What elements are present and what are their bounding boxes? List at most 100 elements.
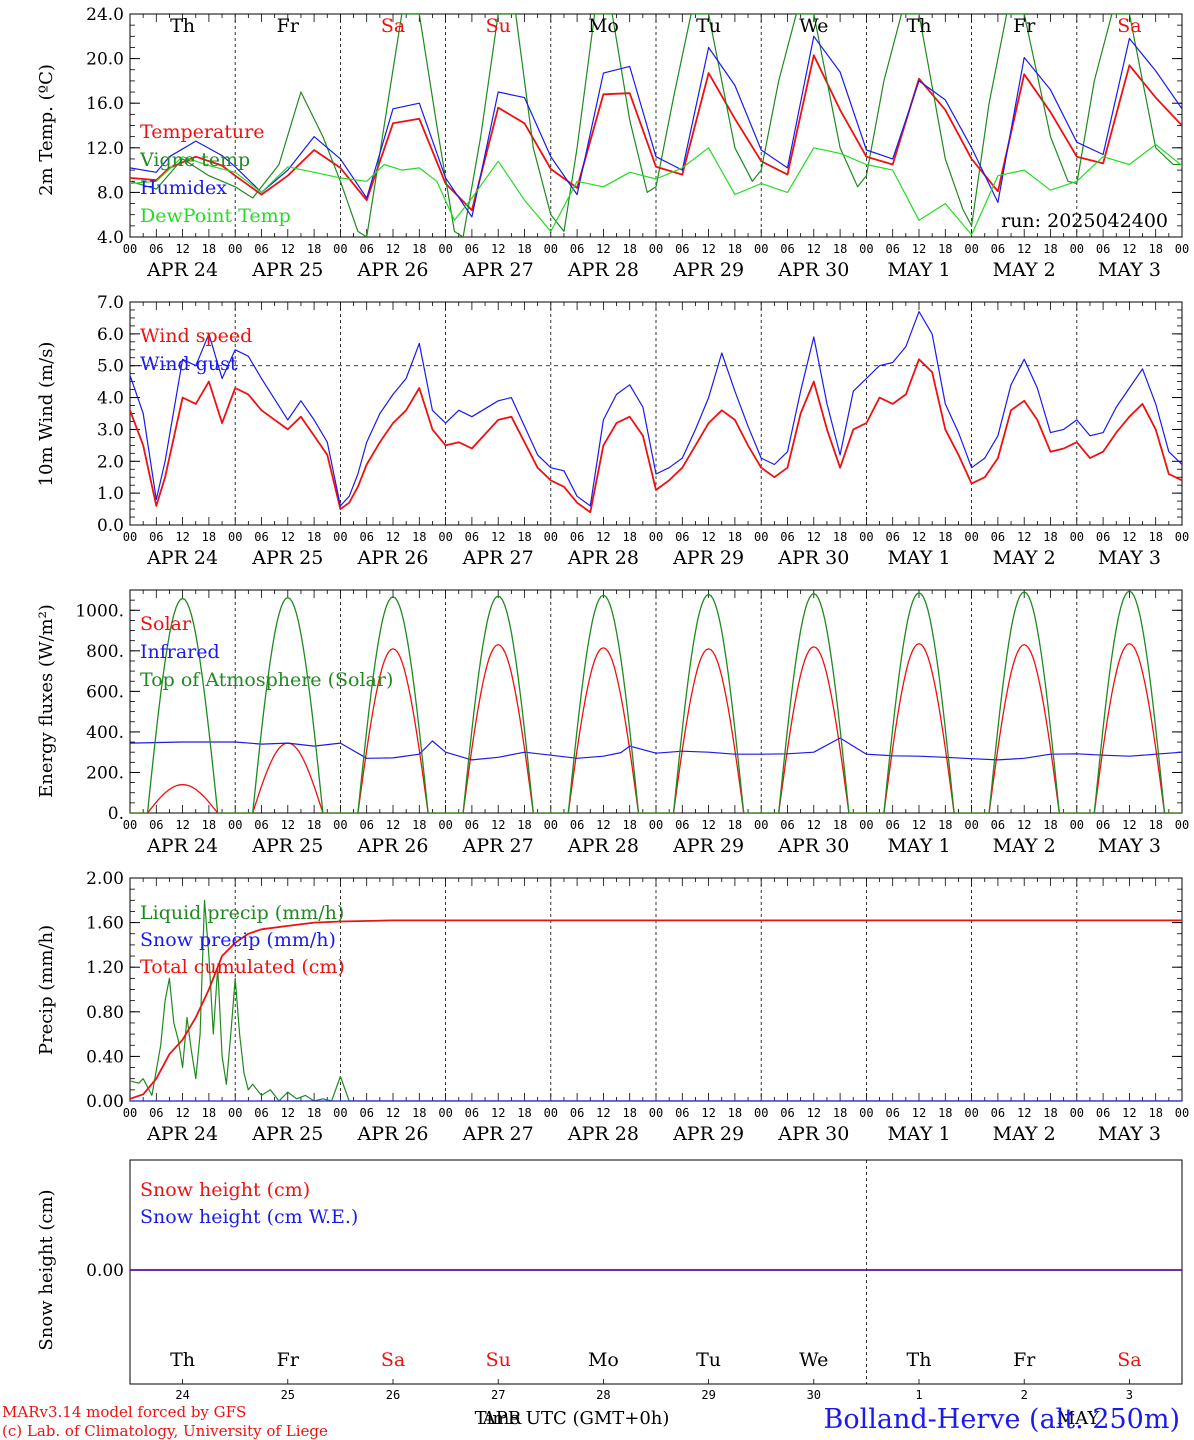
hour-tick-label: 06 <box>991 242 1005 256</box>
series-line-vigne-temp <box>130 14 1182 237</box>
weekday-label: Tu <box>696 1349 721 1371</box>
hour-tick-label: 12 <box>596 530 610 544</box>
hour-tick-label: 00 <box>333 530 347 544</box>
hour-tick-label: 18 <box>938 242 952 256</box>
plot-text: 00 06 12 18 APR 24 00 06 12 18 APR 25 00 06 12 18 APR … <box>36 5 1189 1402</box>
run-label: run: 2025042400 <box>1001 210 1168 232</box>
day-number-label: 1 <box>915 1388 922 1402</box>
hour-tick-label: 00 <box>964 530 978 544</box>
hour-tick-label: 06 <box>254 242 268 256</box>
hour-tick-label: 18 <box>938 1106 952 1120</box>
hour-tick-label: 06 <box>675 1106 689 1120</box>
hour-tick-label: 00 <box>123 530 137 544</box>
hour-tick-label: 00 <box>964 818 978 832</box>
hour-tick-label: 18 <box>412 242 426 256</box>
hour-tick-label: 00 <box>228 1106 242 1120</box>
hour-tick-label: 00 <box>333 1106 347 1120</box>
date-label: APR 28 <box>567 259 639 281</box>
hour-tick-label: 12 <box>701 1106 715 1120</box>
hour-tick-label: 12 <box>175 242 189 256</box>
series-line-wind-gust <box>130 311 1182 507</box>
weekday-label: Su <box>486 15 511 37</box>
hour-tick-label: 12 <box>1122 1106 1136 1120</box>
date-label: APR 26 <box>356 1123 428 1145</box>
y-tick-label: 8.0 <box>97 183 124 203</box>
legend-entry: Vigne temp <box>139 149 250 171</box>
day-number-label: 30 <box>807 1388 821 1402</box>
date-label: MAY 3 <box>1098 259 1161 281</box>
date-label: MAY 2 <box>993 547 1056 569</box>
hour-tick-label: 12 <box>912 530 926 544</box>
hour-tick-label: 18 <box>833 530 847 544</box>
hour-tick-label: 12 <box>386 818 400 832</box>
y-axis-title: 10m Wind (m/s) <box>36 342 57 487</box>
y-tick-label: 12.0 <box>86 139 124 159</box>
hour-tick-label: 06 <box>780 530 794 544</box>
legend-entry: Snow height (cm W.E.) <box>140 1206 358 1228</box>
date-label: APR 30 <box>777 1123 849 1145</box>
hour-tick-label: 06 <box>570 242 584 256</box>
hour-tick-label: 00 <box>649 1106 663 1120</box>
hour-tick-label: 06 <box>359 818 373 832</box>
hour-tick-label: 18 <box>307 242 321 256</box>
hour-tick-label: 12 <box>807 818 821 832</box>
date-label: APR 25 <box>251 835 323 857</box>
hour-tick-label: 06 <box>570 530 584 544</box>
hour-tick-label: 06 <box>991 530 1005 544</box>
hour-tick-label: 06 <box>254 530 268 544</box>
date-label: APR 30 <box>777 835 849 857</box>
date-label: APR 24 <box>146 259 218 281</box>
hour-tick-label: 00 <box>438 530 452 544</box>
station-name: Bolland-Herve (alt. 250m) <box>824 1404 1180 1435</box>
hour-tick-label: 06 <box>991 1106 1005 1120</box>
series-line-wind-speed <box>130 358 1182 514</box>
weekday-label: Fr <box>1013 15 1036 37</box>
legend-entry: Wind gust <box>140 353 238 375</box>
hour-tick-label: 12 <box>175 1106 189 1120</box>
month-label-apr: APR <box>482 1408 522 1429</box>
hour-tick-label: 06 <box>570 1106 584 1120</box>
hour-tick-label: 18 <box>622 530 636 544</box>
hour-tick-label: 18 <box>833 1106 847 1120</box>
hour-tick-label: 12 <box>386 242 400 256</box>
hour-tick-label: 18 <box>728 818 742 832</box>
y-axis-title: Energy fluxes (W/m²) <box>36 604 57 798</box>
date-label: MAY 1 <box>887 1123 950 1145</box>
series-line-infrared <box>130 737 1182 761</box>
date-label: APR 24 <box>146 1123 218 1145</box>
date-label: MAY 2 <box>993 835 1056 857</box>
hour-tick-label: 06 <box>675 530 689 544</box>
hour-tick-label: 00 <box>544 530 558 544</box>
date-label: MAY 3 <box>1098 1123 1161 1145</box>
hour-tick-label: 06 <box>885 242 899 256</box>
hour-tick-label: 18 <box>1043 242 1057 256</box>
hour-tick-label: 06 <box>570 818 584 832</box>
hour-tick-label: 00 <box>859 242 873 256</box>
legend-entry: DewPoint Temp <box>140 205 291 227</box>
hour-tick-label: 06 <box>1096 242 1110 256</box>
hour-tick-label: 00 <box>649 530 663 544</box>
hour-tick-label: 12 <box>281 1106 295 1120</box>
y-tick-label: 7.0 <box>97 293 124 313</box>
legend-entry: Snow precip (mm/h) <box>140 929 336 951</box>
hour-tick-label: 00 <box>123 818 137 832</box>
hour-tick-label: 18 <box>412 818 426 832</box>
date-label: MAY 3 <box>1098 835 1161 857</box>
hour-tick-label: 06 <box>991 818 1005 832</box>
hour-tick-label: 18 <box>202 818 216 832</box>
date-label: APR 28 <box>567 1123 639 1145</box>
hour-tick-label: 18 <box>833 818 847 832</box>
series-line-temperature <box>130 54 1182 212</box>
hour-tick-label: 06 <box>675 818 689 832</box>
hour-tick-label: 18 <box>728 242 742 256</box>
hour-tick-label: 18 <box>728 1106 742 1120</box>
hour-tick-label: 12 <box>1122 530 1136 544</box>
weekday-label: We <box>799 15 828 37</box>
hour-tick-label: 06 <box>885 530 899 544</box>
hour-tick-label: 18 <box>728 530 742 544</box>
hour-tick-label: 12 <box>596 818 610 832</box>
hour-tick-label: 12 <box>281 818 295 832</box>
hour-tick-label: 12 <box>491 1106 505 1120</box>
hour-tick-label: 06 <box>359 1106 373 1120</box>
hour-tick-label: 12 <box>175 818 189 832</box>
